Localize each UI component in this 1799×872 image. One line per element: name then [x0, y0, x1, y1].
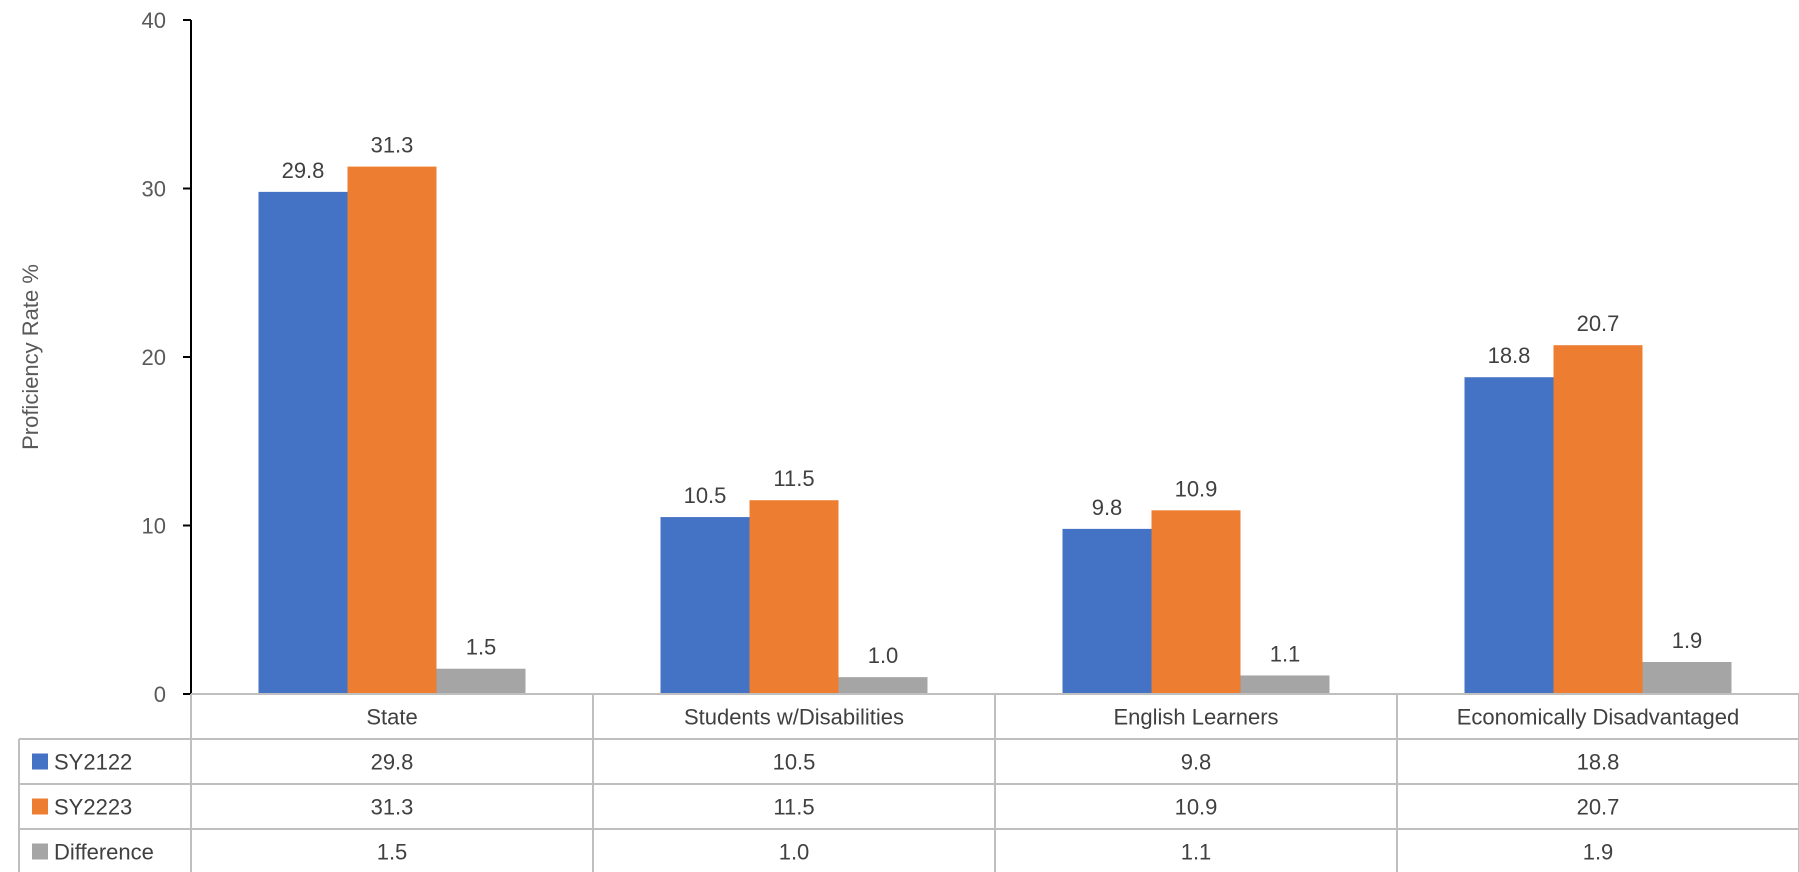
category-label: Students w/Disabilities	[684, 705, 904, 730]
bar-sy2223	[1151, 510, 1241, 694]
data-label: 29.8	[282, 158, 325, 183]
y-tick-label: 20	[142, 345, 166, 370]
legend-key-sy2223	[32, 798, 48, 815]
data-label: 9.8	[1092, 495, 1123, 520]
category-label: English Learners	[1113, 705, 1278, 730]
legend-key-sy2122	[32, 753, 48, 770]
bar-difference	[1642, 661, 1732, 694]
table-cell: 10.9	[1175, 795, 1218, 820]
table-cell: 10.5	[773, 750, 816, 775]
table-cell: 1.9	[1583, 840, 1614, 865]
data-label: 1.5	[466, 635, 497, 660]
table-cell: 1.1	[1181, 840, 1212, 865]
table-cell: 18.8	[1577, 750, 1620, 775]
bar-sy2223	[347, 166, 437, 695]
data-label: 20.7	[1577, 311, 1620, 336]
data-label: 10.5	[684, 483, 727, 508]
bar-sy2122	[1464, 377, 1554, 694]
y-tick-label: 40	[142, 8, 166, 33]
data-label: 11.5	[773, 466, 814, 491]
table-cell: 20.7	[1577, 795, 1620, 820]
data-label: 31.3	[371, 133, 414, 158]
data-label: 1.1	[1270, 641, 1301, 666]
data-label: 1.0	[868, 643, 899, 668]
bar-difference	[838, 677, 928, 694]
bar-difference	[436, 668, 526, 694]
data-label: 18.8	[1488, 343, 1531, 368]
category-label: State	[366, 705, 417, 730]
bar-sy2122	[258, 191, 348, 694]
y-axis-title: Proficiency Rate %	[18, 264, 43, 450]
table-cell: 9.8	[1181, 750, 1212, 775]
y-tick-label: 0	[154, 682, 166, 707]
table-cell: 29.8	[371, 750, 414, 775]
bar-sy2122	[1062, 528, 1152, 694]
table-cell: 1.5	[377, 840, 408, 865]
bar-sy2122	[660, 517, 750, 694]
legend-label: SY2122	[54, 750, 132, 775]
bar-difference	[1240, 675, 1330, 694]
legend-label: Difference	[54, 840, 154, 865]
y-tick-label: 10	[142, 514, 166, 539]
data-label: 1.9	[1672, 628, 1703, 653]
data-label: 10.9	[1175, 476, 1218, 501]
table-cell: 11.5	[773, 795, 814, 820]
table-cell: 1.0	[779, 840, 810, 865]
table-cell: 31.3	[371, 795, 414, 820]
legend-label: SY2223	[54, 795, 132, 820]
bar-sy2223	[749, 500, 839, 694]
bar-sy2223	[1553, 345, 1643, 694]
category-label: Economically Disadvantaged	[1457, 705, 1740, 730]
y-tick-label: 30	[142, 177, 166, 202]
legend-key-difference	[32, 843, 48, 860]
